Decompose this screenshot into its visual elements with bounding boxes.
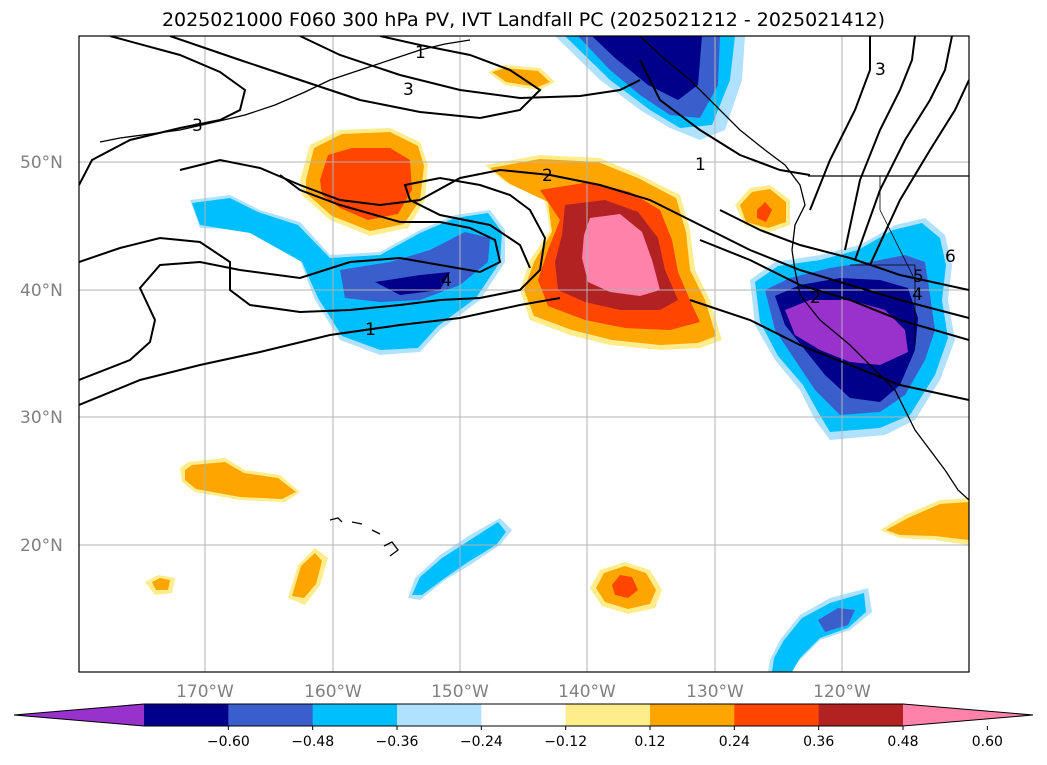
colorbar-tick-label: −0.24 <box>460 734 503 750</box>
lon-labels: 170°W 160°W 150°W 140°W 130°W 120°W <box>176 682 871 702</box>
colorbar-extend-low <box>14 704 144 726</box>
colorbar-segment <box>481 704 567 726</box>
contour-label: 1 <box>365 320 376 340</box>
pv-contours <box>79 36 969 406</box>
contour-label: 1 <box>415 43 426 63</box>
lat-label: 20°N <box>20 536 63 556</box>
lon-label: 140°W <box>558 682 616 702</box>
lat-labels: 50°N 40°N 30°N 20°N <box>20 153 63 556</box>
contour-label: 6 <box>945 247 956 267</box>
contour-label: 4 <box>912 285 923 305</box>
colorbar-tick-label: 0.12 <box>634 734 665 750</box>
colorbar-tick-label: 0.24 <box>719 734 750 750</box>
north-america-coast <box>639 36 969 501</box>
lon-label: 160°W <box>304 682 362 702</box>
graticule <box>79 36 969 672</box>
contour-label: 3 <box>403 80 414 100</box>
lat-label: 40°N <box>20 281 63 301</box>
colorbar-segment <box>734 704 820 726</box>
map-title: 2025021000 F060 300 hPa PV, IVT Landfall… <box>161 9 886 31</box>
colorbar-segment <box>650 704 735 726</box>
colorbar-segment <box>312 704 398 726</box>
colorbar-segment <box>397 704 482 726</box>
colorbar-tick-label: 0.36 <box>803 734 834 750</box>
colorbar-tick-label: −0.12 <box>544 734 587 750</box>
lon-label: 130°W <box>686 682 744 702</box>
map-frame <box>78 35 970 673</box>
colorbar-extend-high <box>903 704 1033 726</box>
colorbar-outline <box>13 703 1034 727</box>
contour-label: 3 <box>875 60 886 80</box>
colorbar-tick-label: −0.60 <box>207 734 250 750</box>
colorbar-segment <box>818 704 904 726</box>
contour-labels: 1 3 3 1 2 4 1 2 4 5 6 3 <box>192 43 956 340</box>
colorbar-tick-label: 0.60 <box>972 734 1003 750</box>
contour-label: 4 <box>441 271 452 291</box>
positive-shading <box>145 65 969 614</box>
colorbar-tick-label: 0.48 <box>887 734 918 750</box>
colorbar-tick-label: −0.48 <box>291 734 334 750</box>
lon-label: 150°W <box>431 682 489 702</box>
lon-label: 120°W <box>813 682 871 702</box>
colorbar: −0.60 −0.48 −0.36 −0.24 −0.12 0.12 0.24 0.36 0.4… <box>13 703 1034 750</box>
contour-label: 1 <box>695 155 706 175</box>
hawaii-islands <box>329 517 399 557</box>
contour-label: 2 <box>810 288 821 308</box>
contour-label: 2 <box>542 166 553 186</box>
map-area: 1 3 3 1 2 4 1 2 4 5 6 3 <box>79 36 969 672</box>
lon-label: 170°W <box>176 682 234 702</box>
colorbar-segment <box>228 704 314 726</box>
contour-label: 3 <box>192 116 203 136</box>
lat-label: 30°N <box>20 408 63 428</box>
colorbar-segment <box>144 704 229 726</box>
negative-shading <box>190 36 955 672</box>
lat-label: 50°N <box>20 153 63 173</box>
contour-label: 5 <box>913 267 924 287</box>
colorbar-segment <box>565 704 651 726</box>
colorbar-tick-label: −0.36 <box>376 734 419 750</box>
